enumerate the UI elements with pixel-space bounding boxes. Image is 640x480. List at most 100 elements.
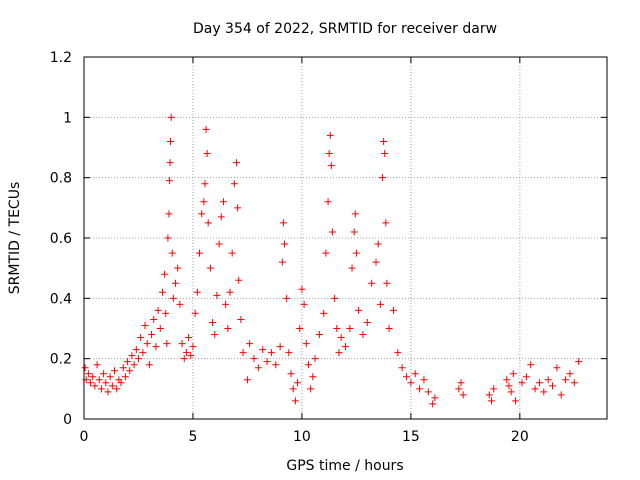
data-point [355,306,363,314]
data-point [154,306,162,314]
data-point [385,325,393,332]
data-point [163,340,171,348]
data-point [562,376,570,384]
data-point [203,150,211,158]
data-point [91,382,99,390]
data-point [235,276,243,284]
data-point [342,343,349,351]
data-point [167,137,175,145]
data-point [254,364,262,372]
data-point [398,364,406,372]
data-point [337,334,345,342]
data-point [148,331,156,339]
data-point [575,358,583,366]
data-point [328,228,336,236]
data-point [431,394,439,402]
data-point [335,349,343,357]
data-point [176,300,184,308]
data-point [219,198,227,206]
data-point [459,391,467,399]
data-point [172,279,180,287]
data-point [97,385,105,393]
data-point [224,325,232,332]
data-point [351,210,359,218]
data-point [368,279,376,287]
data-point [566,370,574,378]
data-point [198,210,206,218]
data-point [383,279,391,287]
data-point [429,400,437,408]
data-point [289,385,297,393]
data-point [167,113,175,121]
data-point [145,361,153,369]
data-point [134,355,142,363]
data-point [193,288,201,296]
data-point [294,379,302,387]
data-point [549,382,557,390]
data-point [350,228,358,236]
data-point [95,376,103,384]
axis-ticks: 0 0.2 0.4 0.6 0.8 1 1.2 0 5 10 15 20 [50,50,607,445]
data-point [128,352,136,360]
data-point [237,315,245,323]
data-point [166,159,174,167]
data-point [102,379,110,387]
data-point [87,379,95,387]
data-point [185,334,193,342]
data-point [104,388,112,396]
y-tick-label: 0 [63,412,72,428]
data-point [283,294,291,302]
data-point [150,315,158,323]
data-point [511,397,519,405]
data-point [325,150,333,158]
data-point [228,249,236,257]
x-tick-label: 5 [188,429,197,445]
data-point [117,379,125,387]
data-point [331,294,339,302]
data-point [111,367,119,375]
data-point [509,370,517,378]
data-point [250,355,258,363]
data-point [106,373,114,381]
data-point [161,270,169,278]
data-point [156,325,164,332]
data-point [407,379,415,387]
data-point [381,150,389,158]
data-point [141,321,149,329]
data-point [320,309,328,317]
y-tick-label: 0.2 [50,352,72,368]
data-point [531,385,539,393]
data-point [81,364,89,372]
data-point [403,373,411,381]
data-point [278,258,286,266]
data-point [309,373,317,381]
data-point [213,291,221,299]
data-point [217,213,225,221]
data-point [211,331,219,339]
data-point [276,343,284,351]
y-tick-label: 1.2 [50,50,72,66]
data-point [137,334,145,342]
data-point [298,285,306,293]
x-tick-label: 0 [80,429,89,445]
data-point [304,361,312,369]
data-point [195,249,203,257]
data-point [363,318,371,326]
data-point [239,349,247,357]
data-point [359,331,367,339]
data-point [327,162,335,170]
data-point [503,376,511,384]
data-point [416,385,424,393]
data-point [93,361,101,369]
data-point [200,198,208,206]
chart-title: Day 354 of 2022, SRMTID for receiver dar… [193,21,497,37]
data-point [259,346,267,354]
data-point [209,318,217,326]
data-point [535,379,543,387]
data-point [394,349,402,357]
data-point [291,397,299,405]
data-point [226,288,234,296]
data-point [164,234,172,242]
data-point [485,391,493,399]
data-point [100,370,108,378]
